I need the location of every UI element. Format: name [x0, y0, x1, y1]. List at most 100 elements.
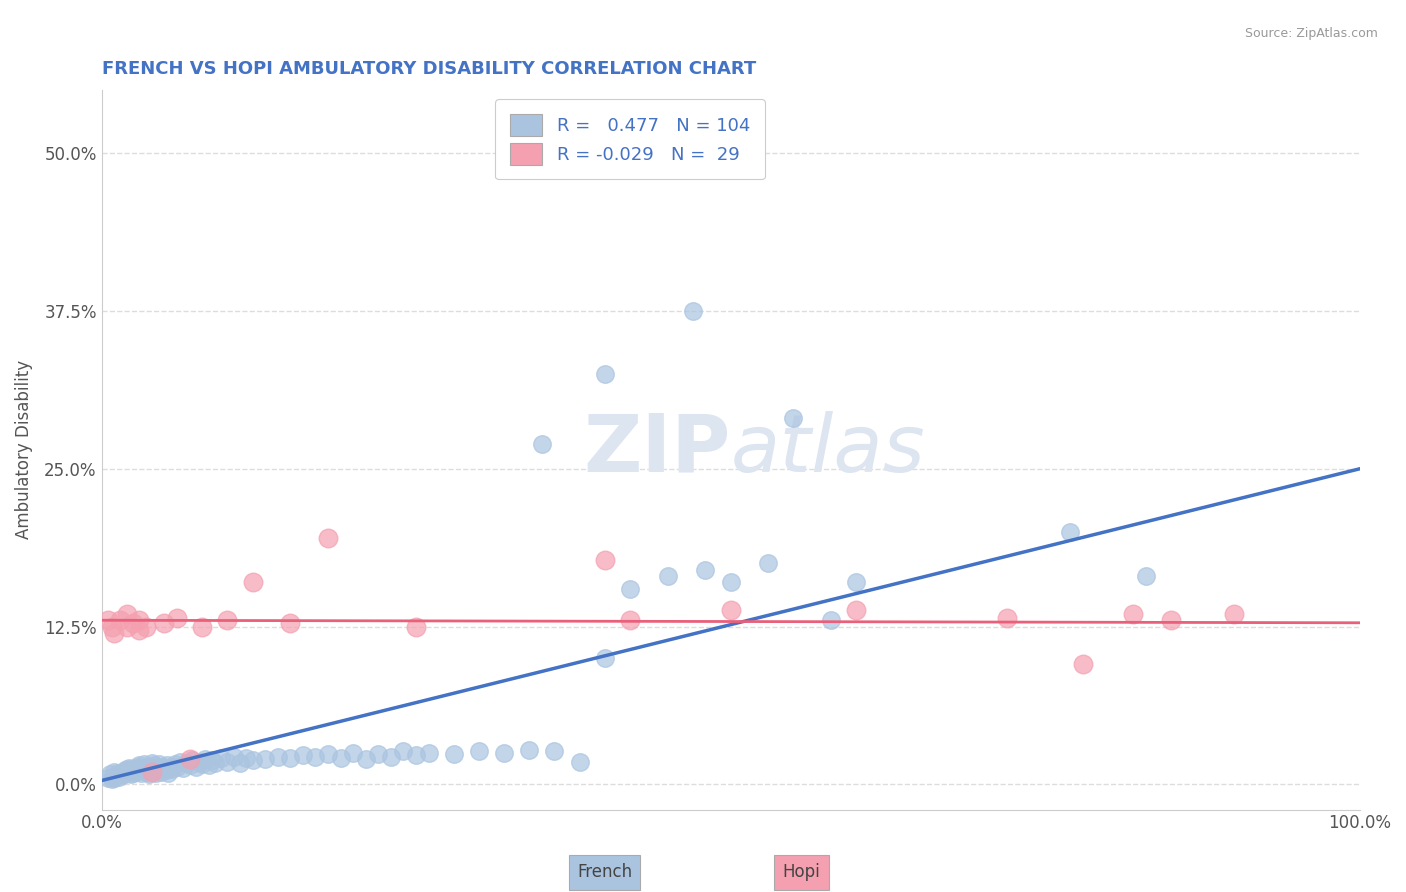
Point	[367, 747, 389, 761]
Point	[184, 759, 207, 773]
Point	[418, 746, 440, 760]
Point	[176, 756, 198, 770]
Point	[568, 755, 591, 769]
Point	[204, 756, 226, 770]
Y-axis label: Ambulatory Disability: Ambulatory Disability	[15, 360, 32, 540]
Point	[191, 619, 214, 633]
Point	[142, 764, 165, 778]
Point	[1071, 657, 1094, 672]
Point	[157, 766, 180, 780]
Point	[108, 770, 131, 784]
Point	[153, 615, 176, 630]
Text: FRENCH VS HOPI AMBULATORY DISABILITY CORRELATION CHART: FRENCH VS HOPI AMBULATORY DISABILITY COR…	[101, 60, 756, 78]
Point	[267, 749, 290, 764]
Point	[146, 761, 169, 775]
Text: ZIP: ZIP	[583, 411, 731, 489]
Point	[148, 757, 170, 772]
Point	[517, 743, 540, 757]
Point	[128, 764, 150, 778]
Point	[468, 744, 491, 758]
Point	[97, 613, 120, 627]
Point	[111, 764, 134, 779]
Point	[118, 761, 141, 775]
Point	[316, 747, 339, 761]
Point	[135, 762, 157, 776]
Point	[103, 771, 125, 785]
Point	[845, 603, 868, 617]
Point	[405, 619, 427, 633]
Point	[209, 751, 232, 765]
Point	[278, 751, 301, 765]
Point	[720, 603, 742, 617]
Point	[125, 759, 148, 773]
Point	[179, 758, 201, 772]
Point	[695, 563, 717, 577]
Point	[129, 766, 152, 780]
Point	[160, 762, 183, 776]
Point	[148, 762, 170, 776]
Point	[619, 582, 641, 596]
Point	[619, 613, 641, 627]
Point	[166, 611, 188, 625]
Point	[128, 758, 150, 772]
Point	[159, 759, 181, 773]
Point	[235, 751, 257, 765]
Point	[150, 759, 173, 773]
Point	[197, 758, 219, 772]
Point	[135, 619, 157, 633]
Point	[105, 768, 128, 782]
Point	[405, 748, 427, 763]
Point	[1059, 524, 1081, 539]
Point	[117, 764, 139, 779]
Text: French: French	[576, 863, 633, 881]
Point	[172, 761, 194, 775]
Point	[845, 575, 868, 590]
Point	[103, 626, 125, 640]
Point	[682, 304, 704, 318]
Point	[103, 764, 125, 779]
Point	[145, 766, 167, 780]
Point	[121, 764, 143, 778]
Point	[820, 613, 842, 627]
Point	[342, 746, 364, 760]
Point	[593, 552, 616, 566]
Point	[1135, 569, 1157, 583]
Point	[141, 756, 163, 770]
Point	[141, 761, 163, 775]
Point	[593, 651, 616, 665]
Point	[1122, 607, 1144, 621]
Point	[124, 762, 146, 776]
Point	[131, 761, 153, 775]
Point	[278, 615, 301, 630]
Point	[217, 613, 239, 627]
Point	[169, 755, 191, 769]
Point	[222, 749, 245, 764]
Point	[254, 752, 277, 766]
Point	[494, 746, 516, 760]
Point	[124, 764, 146, 779]
Point	[128, 613, 150, 627]
Point	[217, 755, 239, 769]
Point	[115, 766, 138, 780]
Point	[153, 761, 176, 775]
Point	[136, 759, 159, 773]
Point	[100, 619, 122, 633]
Point	[593, 367, 616, 381]
Text: Source: ZipAtlas.com: Source: ZipAtlas.com	[1244, 27, 1378, 40]
Point	[138, 767, 160, 781]
Point	[188, 755, 211, 769]
Point	[657, 569, 679, 583]
Text: Hopi: Hopi	[783, 863, 820, 881]
Point	[179, 752, 201, 766]
Point	[443, 747, 465, 761]
Point	[149, 764, 172, 779]
Point	[720, 575, 742, 590]
Point	[756, 557, 779, 571]
Point	[229, 756, 252, 770]
Point	[114, 764, 136, 778]
Point	[304, 749, 326, 764]
Point	[122, 615, 145, 630]
Point	[191, 757, 214, 772]
Point	[530, 436, 553, 450]
Point	[995, 611, 1018, 625]
